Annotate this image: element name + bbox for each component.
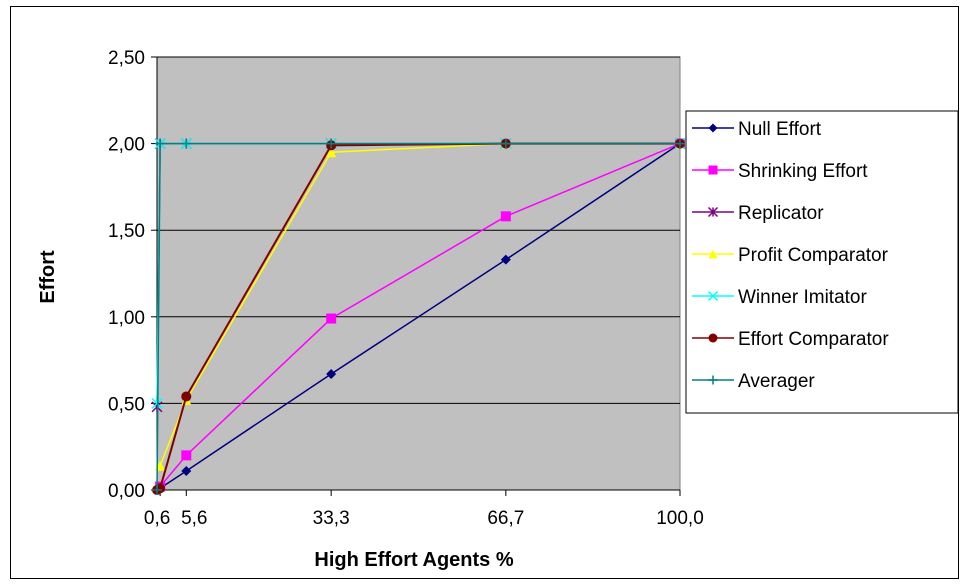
y-tick-label: 0,50 (108, 394, 145, 415)
legend-item-winner-imitator: Winner Imitator (692, 287, 867, 308)
y-tick-label: 1,00 (108, 308, 145, 329)
legend-item-shrinking-effort: Shrinking Effort (692, 161, 868, 182)
data-point-shrinking-effort (500, 211, 511, 222)
data-point-averager (152, 485, 162, 495)
data-point-winner-imitator (151, 397, 163, 409)
legend-swatch-marker (708, 333, 718, 343)
data-point-shrinking-effort (326, 313, 337, 324)
legend-label: Shrinking Effort (738, 161, 868, 182)
data-point-averager (500, 138, 511, 149)
legend-item-null-effort: Null Effort (692, 119, 822, 140)
legend-swatch-marker (708, 375, 718, 385)
y-tick-label: 2,00 (108, 135, 145, 156)
legend-box (685, 110, 959, 414)
y-axis-label: Effort (37, 250, 59, 304)
legend-swatch-marker (708, 165, 718, 175)
x-tick-label: 100,0 (656, 508, 704, 529)
legend-item-averager: Averager (692, 371, 815, 392)
legend: Null Effort Shrinking Effort Replicator Pro… (685, 110, 959, 414)
legend-label: Averager (738, 371, 815, 392)
x-tick-label: 33,3 (313, 508, 350, 529)
data-point-null-effort (326, 368, 337, 379)
x-axis-label: High Effort Agents % (314, 549, 513, 571)
data-point-effort-comparator (181, 391, 192, 402)
data-point-averager (326, 138, 337, 149)
data-point-profit-comparator (326, 147, 337, 158)
data-point-averager (675, 138, 685, 149)
legend-item-replicator: Replicator (692, 203, 824, 224)
y-tick-label: 2,50 (108, 48, 145, 69)
legend-label: Profit Comparator (738, 245, 889, 266)
x-tick-label: 5,6 (181, 508, 207, 529)
data-point-null-effort (181, 465, 192, 476)
legend-swatch-marker (707, 290, 719, 302)
series-averager (152, 138, 685, 495)
data-point-null-effort (500, 254, 511, 265)
data-point-averager (155, 138, 166, 149)
series-line-averager (156, 142, 680, 491)
plot-area (156, 56, 681, 491)
legend-label: Replicator (738, 203, 824, 224)
legend-swatch-marker (707, 206, 719, 218)
legend-swatch-marker (708, 249, 718, 259)
x-tick-label: 0,6 (144, 508, 170, 529)
legend-label: Null Effort (738, 119, 822, 140)
legend-item-profit-comparator: Profit Comparator (692, 245, 889, 266)
data-point-shrinking-effort (181, 450, 192, 461)
y-tick-label: 1,50 (108, 221, 145, 242)
legend-label: Winner Imitator (738, 287, 867, 308)
legend-swatch-marker (708, 123, 718, 133)
legend-label: Effort Comparator (738, 329, 889, 350)
series-layer (151, 138, 686, 495)
y-tick-label: 0,00 (108, 481, 145, 502)
data-point-averager (181, 138, 192, 149)
legend-item-effort-comparator: Effort Comparator (692, 329, 889, 350)
x-tick-label: 66,7 (487, 508, 524, 529)
